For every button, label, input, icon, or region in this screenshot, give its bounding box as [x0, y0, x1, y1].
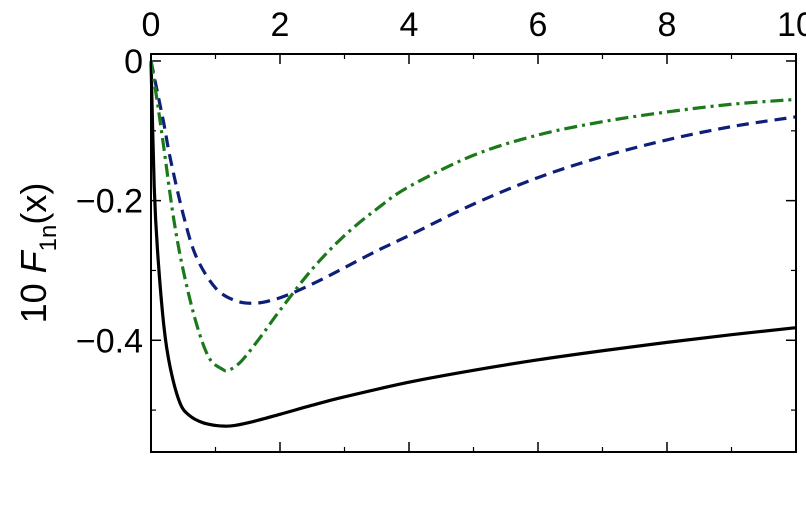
series-line-dashdot [149, 60, 797, 373]
tick-labels: 0 2 4 6 8 10 0 −0.2 −0.4 [76, 6, 806, 360]
y-axis-label-suffix: (x) [13, 183, 54, 225]
y-tick-label: −0.4 [76, 322, 143, 360]
x-tick-label: 6 [529, 6, 548, 44]
y-tick-label: 0 [124, 43, 143, 81]
x-tick-label: 4 [400, 6, 419, 44]
y-ticks [151, 60, 796, 411]
y-tick-label: −0.2 [76, 183, 143, 221]
y-axis-label-symbol: F [13, 249, 54, 273]
x-ticks [150, 54, 797, 452]
x-tick-label: 10 [777, 6, 806, 44]
x-tick-label: 0 [142, 6, 161, 44]
series-lines [149, 60, 797, 428]
series-line-solid [149, 60, 797, 428]
y-axis-label: 10 F1n(x) [13, 183, 62, 324]
x-tick-label: 8 [658, 6, 677, 44]
y-axis-label-prefix: 10 [13, 273, 54, 323]
x-tick-label: 2 [271, 6, 290, 44]
series-line-dashed [149, 60, 797, 305]
plot-frame [150, 53, 797, 453]
y-axis-label-subscript: 1n [35, 225, 62, 252]
